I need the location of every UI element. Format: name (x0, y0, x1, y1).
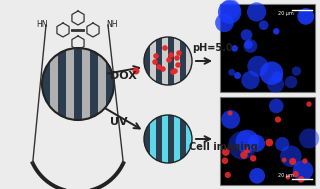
Bar (90, 48, 98, 120)
Bar (156, 115, 162, 163)
Circle shape (156, 64, 162, 70)
Text: 20 μm: 20 μm (278, 173, 294, 178)
Circle shape (267, 76, 284, 93)
Circle shape (247, 56, 268, 77)
Bar (98, 48, 106, 120)
Circle shape (228, 111, 233, 116)
Circle shape (215, 13, 234, 32)
Circle shape (172, 68, 178, 74)
Circle shape (292, 171, 299, 177)
Circle shape (132, 67, 140, 74)
Text: Cell imaging: Cell imaging (189, 142, 258, 152)
Circle shape (306, 101, 312, 107)
Circle shape (289, 158, 296, 165)
Circle shape (282, 158, 286, 162)
Circle shape (299, 129, 319, 149)
Circle shape (249, 168, 265, 184)
Bar (168, 115, 174, 163)
Text: HN: HN (36, 20, 47, 29)
Circle shape (231, 45, 238, 52)
Circle shape (297, 8, 314, 25)
Bar (50, 48, 58, 120)
Text: NH: NH (106, 20, 117, 29)
Circle shape (272, 71, 283, 82)
Circle shape (236, 130, 259, 153)
Bar (156, 37, 162, 85)
Circle shape (176, 50, 182, 56)
Circle shape (240, 151, 248, 159)
Bar (150, 37, 156, 85)
Circle shape (269, 99, 284, 113)
Circle shape (241, 71, 260, 89)
Bar (168, 37, 174, 85)
Circle shape (228, 69, 235, 76)
Circle shape (170, 69, 176, 75)
Bar (82, 48, 90, 120)
Bar (174, 115, 180, 163)
Circle shape (234, 72, 241, 79)
Circle shape (144, 37, 192, 85)
Circle shape (285, 76, 297, 88)
Circle shape (221, 110, 240, 129)
Text: DOX: DOX (110, 71, 137, 81)
Circle shape (302, 158, 308, 163)
Bar (174, 37, 180, 85)
Text: pH=5.0: pH=5.0 (192, 43, 233, 53)
Circle shape (298, 176, 304, 183)
Circle shape (228, 131, 257, 160)
Circle shape (244, 40, 253, 49)
Bar (186, 115, 192, 163)
Circle shape (265, 139, 273, 146)
Circle shape (259, 20, 268, 30)
Circle shape (166, 57, 172, 63)
Circle shape (225, 172, 231, 178)
Circle shape (250, 155, 256, 162)
Bar (220, 97, 315, 185)
Circle shape (153, 53, 159, 59)
Circle shape (247, 2, 266, 22)
Circle shape (144, 115, 192, 163)
Bar (42, 48, 50, 120)
Circle shape (218, 0, 241, 24)
Bar (220, 4, 315, 92)
Circle shape (285, 175, 290, 180)
Circle shape (280, 146, 301, 167)
Bar (162, 115, 168, 163)
Circle shape (273, 28, 279, 35)
Bar (144, 37, 150, 85)
Circle shape (275, 116, 281, 123)
Circle shape (260, 61, 283, 85)
Text: UV: UV (110, 117, 128, 127)
Circle shape (160, 66, 166, 72)
Bar (186, 37, 192, 85)
Circle shape (222, 148, 230, 156)
Bar (58, 48, 66, 120)
Circle shape (275, 137, 289, 151)
Text: 20 μm: 20 μm (278, 11, 294, 16)
Circle shape (241, 29, 252, 41)
Circle shape (162, 45, 168, 51)
Circle shape (244, 39, 257, 53)
Circle shape (174, 55, 180, 61)
Bar (74, 48, 82, 120)
Circle shape (168, 52, 174, 58)
Circle shape (293, 160, 313, 181)
Bar (150, 115, 156, 163)
Circle shape (220, 0, 240, 19)
Bar (180, 37, 186, 85)
Circle shape (244, 147, 250, 153)
Circle shape (152, 59, 158, 65)
Circle shape (175, 62, 181, 68)
Circle shape (222, 157, 228, 164)
Bar (144, 115, 150, 163)
Circle shape (42, 48, 114, 120)
Circle shape (248, 135, 265, 152)
Bar (162, 37, 168, 85)
Circle shape (292, 66, 301, 76)
Bar (106, 48, 114, 120)
Bar (180, 115, 186, 163)
Bar (66, 48, 74, 120)
